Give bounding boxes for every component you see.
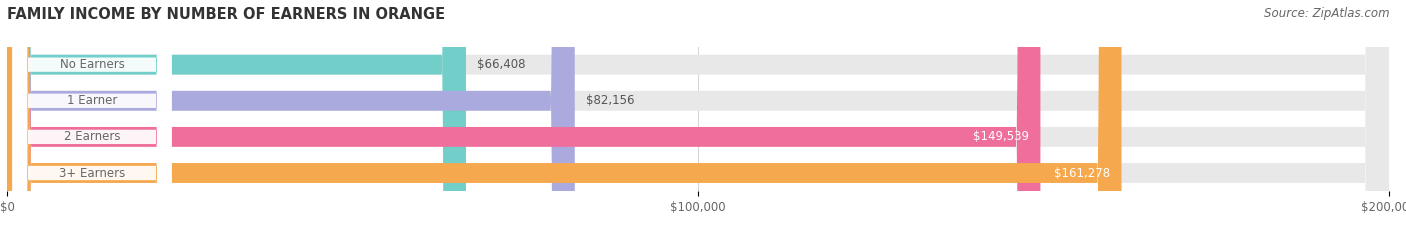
FancyBboxPatch shape (7, 0, 1389, 233)
Text: FAMILY INCOME BY NUMBER OF EARNERS IN ORANGE: FAMILY INCOME BY NUMBER OF EARNERS IN OR… (7, 7, 446, 22)
Text: $149,539: $149,539 (973, 130, 1029, 143)
Text: 1 Earner: 1 Earner (67, 94, 117, 107)
Text: Source: ZipAtlas.com: Source: ZipAtlas.com (1264, 7, 1389, 20)
Text: $161,278: $161,278 (1054, 167, 1111, 179)
FancyBboxPatch shape (7, 0, 1389, 233)
Text: No Earners: No Earners (59, 58, 125, 71)
FancyBboxPatch shape (7, 0, 1389, 233)
Text: 3+ Earners: 3+ Earners (59, 167, 125, 179)
FancyBboxPatch shape (13, 0, 172, 233)
Text: $66,408: $66,408 (477, 58, 526, 71)
FancyBboxPatch shape (13, 0, 172, 233)
Text: $82,156: $82,156 (586, 94, 634, 107)
FancyBboxPatch shape (7, 0, 1040, 233)
FancyBboxPatch shape (7, 0, 465, 233)
FancyBboxPatch shape (7, 0, 1389, 233)
FancyBboxPatch shape (13, 0, 172, 233)
Text: 2 Earners: 2 Earners (63, 130, 121, 143)
FancyBboxPatch shape (7, 0, 1122, 233)
FancyBboxPatch shape (13, 0, 172, 233)
FancyBboxPatch shape (7, 0, 575, 233)
